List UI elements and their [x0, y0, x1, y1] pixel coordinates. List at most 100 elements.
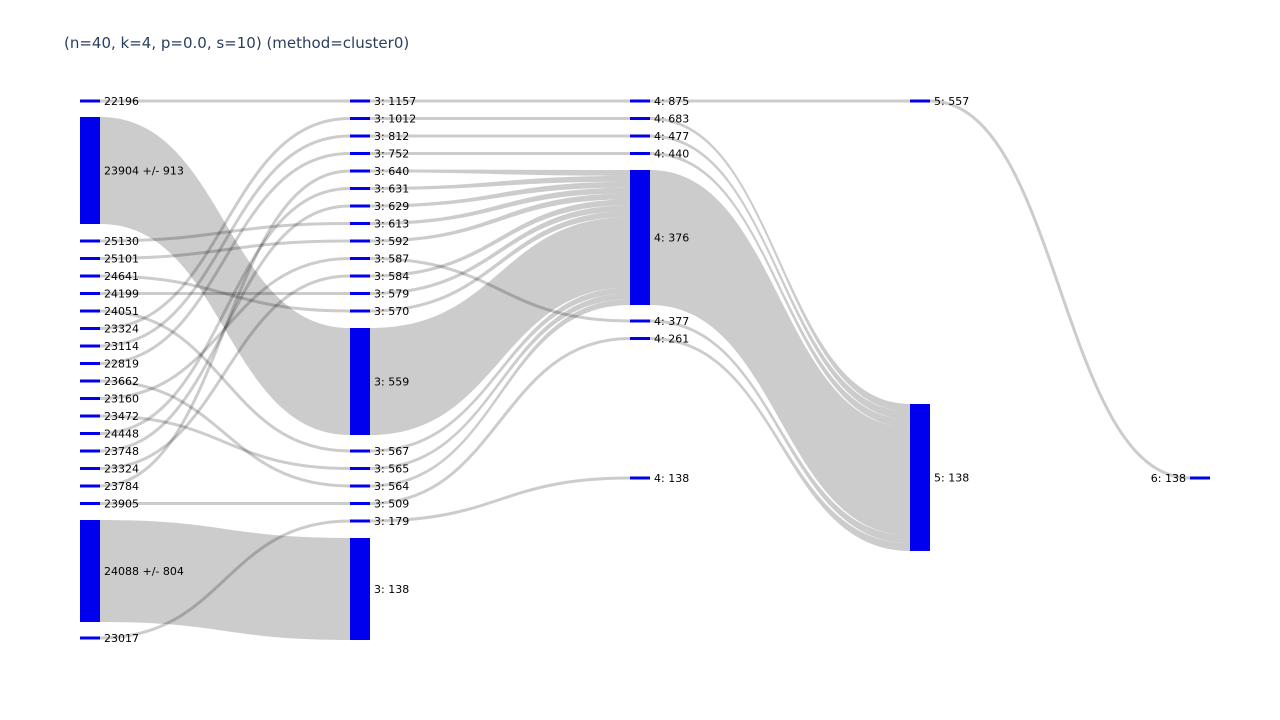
- link-c3_440-to-c4_138[interactable]: [650, 152, 910, 428]
- link-c1_23662-to-c2_564[interactable]: [99, 379, 351, 488]
- node-c2_1012[interactable]: [350, 117, 370, 120]
- link-c1_23784-to-c2_640[interactable]: [99, 169, 351, 488]
- node-c3_138[interactable]: [630, 476, 650, 480]
- node-c1_23784[interactable]: [80, 484, 100, 488]
- link-c2_564-to-c3_376[interactable]: [370, 299, 630, 488]
- node-c2_570[interactable]: [350, 309, 370, 313]
- link-c1_24641-to-c2_570[interactable]: [99, 274, 351, 313]
- link-c1_23017-to-c2_179[interactable]: [99, 519, 351, 640]
- link-c3_377-to-c4_138[interactable]: [650, 319, 910, 544]
- link-c1_24051-to-c2_567[interactable]: [99, 309, 351, 453]
- node-c1_23114[interactable]: [80, 344, 100, 348]
- node-c1_23662[interactable]: [80, 379, 100, 383]
- node-c3_683[interactable]: [630, 117, 650, 120]
- link-c2_579-to-c3_376[interactable]: [370, 205, 630, 295]
- link-c2_565-to-c3_376[interactable]: [370, 293, 630, 470]
- link-c2_613-to-c3_376[interactable]: [370, 187, 630, 225]
- link-c2_592-to-c3_376[interactable]: [370, 193, 630, 243]
- node-c1_23905[interactable]: [80, 502, 100, 505]
- link-c1_23160-to-c2_587[interactable]: [99, 257, 351, 400]
- node-c1_22819[interactable]: [80, 362, 100, 365]
- node-c2_567[interactable]: [350, 449, 370, 453]
- node-c1_25130[interactable]: [80, 239, 100, 243]
- node-label-c3_261: 4: 261: [654, 333, 689, 346]
- node-c2_564[interactable]: [350, 484, 370, 488]
- link-c3_477-to-c4_138[interactable]: [650, 134, 910, 420]
- node-c3_477[interactable]: [630, 134, 650, 138]
- node-c1_24199[interactable]: [80, 292, 100, 295]
- node-c3_377[interactable]: [630, 319, 650, 323]
- node-label-c1_23017: 23017: [104, 632, 139, 645]
- link-c2_587-to-c3_377[interactable]: [369, 257, 631, 323]
- node-c2_509[interactable]: [350, 502, 370, 505]
- link-c1_25101-to-c2_592[interactable]: [99, 239, 351, 260]
- link-c1_23324a-to-c2_1012[interactable]: [99, 117, 351, 330]
- node-c1_24051[interactable]: [80, 309, 100, 313]
- link-c2_570-to-c3_376[interactable]: [370, 211, 630, 313]
- node-c1_24448[interactable]: [80, 432, 100, 435]
- node-c4_138[interactable]: [910, 404, 930, 551]
- link-c1_23114-to-c2_812[interactable]: [99, 134, 351, 348]
- link-c1_23904-to-c2_559[interactable]: [100, 117, 350, 435]
- node-c4_557[interactable]: [910, 99, 930, 103]
- node-c3_376[interactable]: [630, 170, 650, 305]
- node-c1_22196[interactable]: [80, 99, 100, 103]
- node-c2_1157[interactable]: [350, 99, 370, 103]
- link-c1_23748-to-c2_629[interactable]: [99, 204, 351, 453]
- node-c3_875[interactable]: [630, 99, 650, 103]
- node-c2_584[interactable]: [350, 274, 370, 278]
- link-c2_509-to-c3_261[interactable]: [369, 337, 631, 505]
- node-c1_23472[interactable]: [80, 414, 100, 418]
- node-c1_23324b[interactable]: [80, 467, 100, 470]
- node-c3_440[interactable]: [630, 152, 650, 155]
- link-c2_567-to-c3_376[interactable]: [370, 287, 630, 453]
- node-label-c4_138: 5: 138: [934, 472, 969, 485]
- link-c2_629-to-c3_376[interactable]: [370, 181, 630, 208]
- node-c3_261[interactable]: [630, 337, 650, 340]
- node-c2_629[interactable]: [350, 204, 370, 208]
- link-c3_683-to-c4_138[interactable]: [650, 117, 910, 412]
- link-c2_584-to-c3_376[interactable]: [370, 199, 630, 278]
- link-c2_179-to-c3_138[interactable]: [369, 476, 631, 523]
- node-c2_587[interactable]: [350, 257, 370, 260]
- link-c3_376-to-c4_138[interactable]: [650, 170, 910, 536]
- link-c4_557-to-c5_138[interactable]: [929, 99, 1191, 480]
- link-c1_22819-to-c2_752[interactable]: [99, 152, 351, 365]
- link-c2_631-to-c3_376[interactable]: [370, 175, 630, 190]
- node-c1_25101[interactable]: [80, 257, 100, 260]
- node-label-c2_567: 3: 567: [374, 445, 409, 458]
- node-c2_812[interactable]: [350, 134, 370, 138]
- node-label-c3_376: 4: 376: [654, 232, 689, 245]
- node-c2_592[interactable]: [350, 239, 370, 243]
- node-c2_613[interactable]: [350, 222, 370, 225]
- link-c3_261-to-c4_138[interactable]: [650, 337, 910, 551]
- node-c1_23748[interactable]: [80, 449, 100, 453]
- node-c1_23904[interactable]: [80, 117, 100, 224]
- node-c1_23324a[interactable]: [80, 327, 100, 330]
- node-c2_138[interactable]: [350, 538, 370, 640]
- node-c1_23017[interactable]: [80, 636, 100, 640]
- link-c2_640-to-c3_376[interactable]: [370, 169, 630, 176]
- node-c1_24088[interactable]: [80, 520, 100, 622]
- node-c2_640[interactable]: [350, 169, 370, 173]
- node-label-c1_25130: 25130: [104, 235, 139, 248]
- link-c1_23324b-to-c2_584[interactable]: [99, 274, 351, 470]
- node-c2_565[interactable]: [350, 467, 370, 470]
- node-c1_23160[interactable]: [80, 397, 100, 400]
- node-c2_559[interactable]: [350, 328, 370, 435]
- node-c5_138[interactable]: [1190, 476, 1210, 480]
- node-label-c2_570: 3: 570: [374, 305, 409, 318]
- link-c1_24088-to-c2_138[interactable]: [100, 520, 350, 640]
- node-c2_631[interactable]: [350, 187, 370, 190]
- link-c1_25130-to-c2_613[interactable]: [99, 222, 351, 243]
- node-label-c2_812: 3: 812: [374, 130, 409, 143]
- link-c1_23472-to-c2_565[interactable]: [99, 414, 351, 470]
- node-c2_752[interactable]: [350, 152, 370, 155]
- link-c1_24448-to-c2_631[interactable]: [99, 187, 351, 435]
- node-label-c2_752: 3: 752: [374, 148, 409, 161]
- node-label-c2_579: 3: 579: [374, 288, 409, 301]
- node-c2_179[interactable]: [350, 519, 370, 523]
- link-c2_559-to-c3_376[interactable]: [370, 216, 630, 435]
- node-c2_579[interactable]: [350, 292, 370, 295]
- node-c1_24641[interactable]: [80, 274, 100, 278]
